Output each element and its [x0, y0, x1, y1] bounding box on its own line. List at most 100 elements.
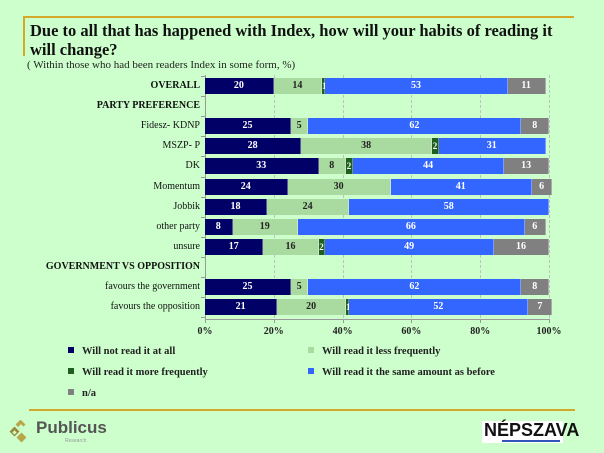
title-top-border	[23, 16, 574, 18]
category-label: GOVERNMENT VS OPPOSITION	[45, 260, 200, 272]
bar-segment: 5	[291, 118, 309, 135]
publicus-wordmark: Publicus	[36, 418, 107, 437]
bar-segment: 44	[352, 158, 505, 175]
title-left-border	[23, 16, 25, 56]
bar-segment: 53	[325, 78, 508, 94]
gridline	[480, 75, 482, 318]
bar-segment: 62	[308, 118, 522, 135]
legend-label: Will read it less frequently	[322, 346, 441, 357]
legend-item[interactable]: n/a	[68, 388, 96, 399]
legend-label: Will read it the same amount as before	[322, 367, 495, 378]
bar-segment: 11	[507, 78, 546, 94]
bar-segment: 41	[390, 178, 532, 195]
y-tick	[201, 176, 205, 178]
bar-segment: 66	[297, 218, 525, 235]
bar-segment: 17	[205, 238, 264, 255]
category-label: Momentum	[153, 180, 200, 192]
y-tick	[201, 277, 205, 278]
gridline	[411, 75, 413, 318]
category-label: other party	[156, 220, 200, 232]
y-tick	[201, 196, 205, 198]
category-label: OVERALL	[150, 80, 200, 91]
bar-segment: 38	[301, 138, 433, 155]
x-tick	[205, 319, 206, 323]
bar-segment: 2	[432, 138, 439, 155]
x-tick	[480, 319, 482, 323]
bar-segment: 21	[205, 299, 278, 316]
y-tick	[201, 256, 205, 258]
bar-segment: 58	[349, 198, 549, 215]
x-tick	[549, 319, 550, 323]
category-label: Fidesz- KDNP	[140, 120, 200, 132]
bar-segment: 8	[521, 118, 549, 135]
category-label: DK	[185, 160, 200, 172]
bar-segment: 20	[205, 78, 274, 94]
bar-segment: 31	[438, 138, 546, 155]
bar-segment: 28	[205, 138, 302, 155]
category-label: Jobbik	[173, 200, 200, 212]
y-tick	[201, 116, 205, 118]
y-tick	[201, 156, 205, 158]
bar-segment: 16	[493, 238, 549, 255]
x-tick-label: 80%	[470, 326, 491, 337]
legend-item[interactable]: Will read it the same amount as before	[308, 367, 495, 378]
bar-segment: 14	[273, 78, 322, 94]
legend-swatch	[68, 368, 74, 374]
x-tick-label: 0%	[197, 326, 213, 337]
category-label: unsure	[173, 240, 200, 252]
bar-segment: 1	[321, 78, 326, 94]
bar-segment: 25	[205, 118, 291, 135]
legend-label: Will read it more frequently	[82, 367, 208, 378]
stacked-bar-chart: 0% 20% 40% 60% 80% 100% OVERALL 20 14 1 53 11 PARTY …	[45, 75, 562, 337]
y-tick	[201, 216, 205, 218]
y-axis	[205, 75, 206, 320]
bar-segment: 6	[524, 218, 546, 235]
bar-segment: 8	[205, 218, 233, 235]
bar-segment: 13	[504, 158, 549, 175]
category-label: MSZP- P	[162, 140, 200, 152]
legend-swatch	[68, 389, 74, 395]
bar-segment: 1	[346, 299, 351, 316]
bar-segment: 33	[205, 158, 319, 175]
bar-segment: 62	[308, 279, 522, 295]
bar-segment: 2	[346, 158, 353, 175]
x-tick	[411, 319, 413, 323]
x-tick-label: 60%	[401, 326, 422, 337]
nepszava-logo: NÉPSZAVA	[482, 420, 579, 443]
legend-item[interactable]: Will read it less frequently	[308, 346, 440, 357]
bar-segment: 19	[232, 218, 298, 235]
x-tick-label: 100%	[536, 326, 562, 337]
x-tick	[342, 319, 344, 323]
legend-label: n/a	[82, 388, 97, 399]
bar-segment: 52	[349, 299, 529, 316]
bar-segment: 8	[521, 279, 549, 295]
y-tick	[201, 96, 205, 98]
nepszava-wordmark: NÉPSZAVA	[484, 420, 580, 440]
legend-swatch	[68, 347, 74, 353]
category-label: favours the opposition	[110, 301, 200, 313]
publicus-diamond-icon	[9, 419, 27, 443]
footer-border	[29, 409, 575, 411]
legend-item[interactable]: Will read it more frequently	[68, 367, 208, 378]
legend-swatch	[308, 368, 314, 374]
bar-segment: 24	[266, 198, 350, 215]
bar-segment: 49	[325, 238, 494, 255]
bar-segment: 25	[205, 279, 291, 295]
bar-segment: 24	[205, 178, 288, 195]
bar-segment: 7	[528, 299, 553, 316]
gridline	[273, 75, 275, 318]
gridline	[342, 75, 344, 318]
bar-segment: 30	[287, 178, 391, 195]
chart-subtitle: ( Within those who had been readers Inde…	[27, 59, 296, 71]
bar-segment: 6	[531, 178, 553, 195]
bar-segment: 2	[318, 238, 326, 255]
publicus-logo: Publicus Research	[8, 418, 107, 446]
category-label: PARTY PREFERENCE	[96, 100, 200, 112]
y-tick	[201, 317, 205, 319]
legend-item[interactable]: Will not read it at all	[68, 346, 175, 357]
x-tick	[273, 319, 275, 323]
y-tick	[201, 297, 205, 299]
y-tick	[201, 136, 205, 138]
x-tick-label: 20%	[263, 326, 284, 337]
bar-segment: 16	[263, 238, 319, 255]
